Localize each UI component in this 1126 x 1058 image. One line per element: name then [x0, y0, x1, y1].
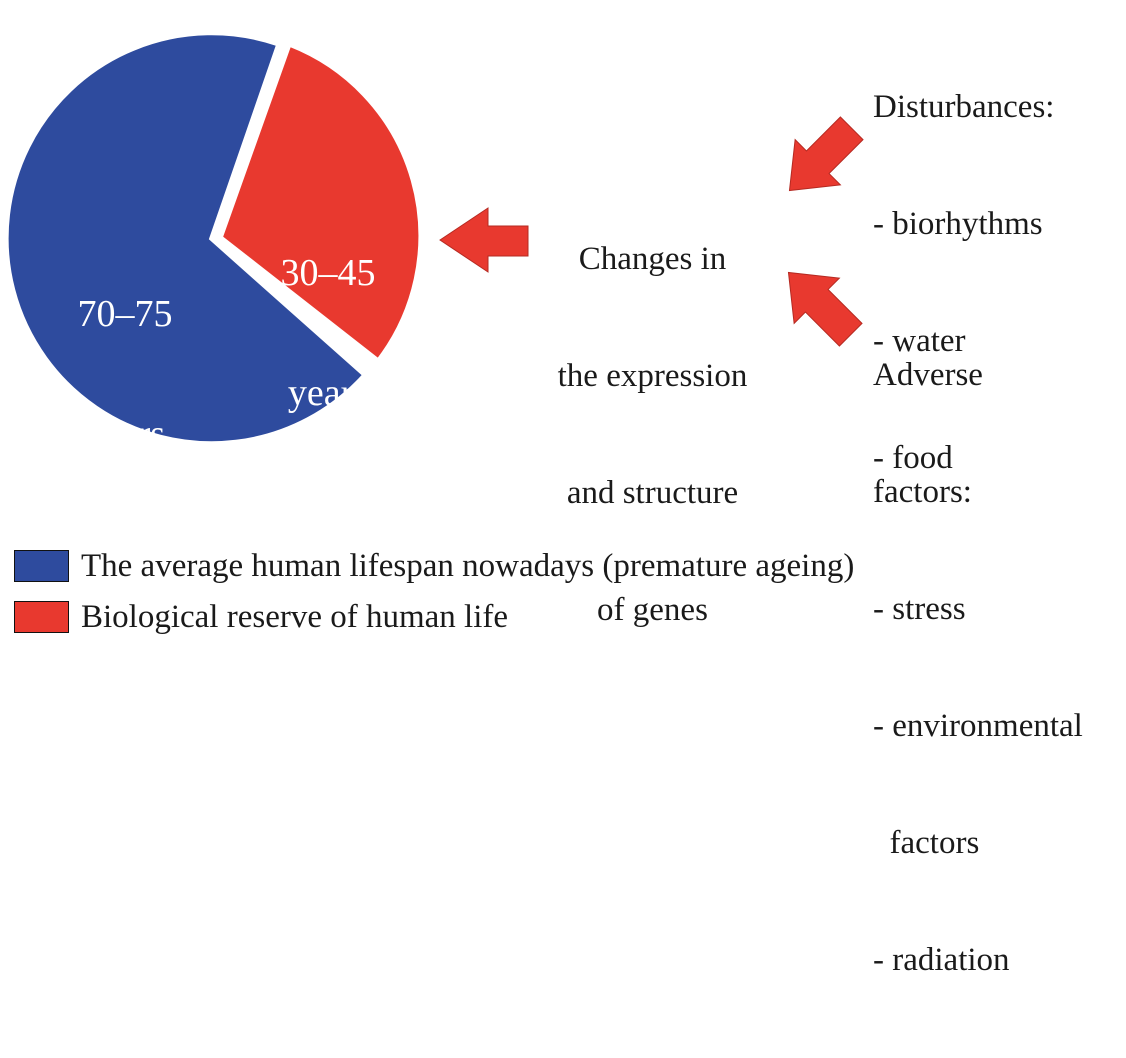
- pie-label-reserve-line2: years: [287, 372, 369, 414]
- legend-item-average: The average human lifespan nowadays (pre…: [14, 548, 854, 584]
- disturbances-block: Disturbances: - biorhythms - water - foo…: [873, 10, 1054, 556]
- adverse-item: factors: [873, 825, 980, 861]
- pie-label-reserve: 30–45 years: [258, 173, 398, 493]
- pie-label-reserve-line1: 30–45: [280, 252, 376, 294]
- disturbances-item: - water: [873, 323, 966, 359]
- gene-changes-text: Changes in the expression and structure …: [540, 162, 765, 708]
- adverse-item: - environmental: [873, 708, 1083, 744]
- adverse-item: - radiation: [873, 942, 1010, 978]
- gene-changes-line2: the expression: [557, 358, 748, 394]
- legend-label-reserve: Biological reserve of human life: [81, 599, 509, 635]
- pie-label-average: 70–75 years: [55, 214, 195, 534]
- diagram-graphics: [6, 33, 864, 444]
- gene-changes-line3: and structure: [566, 475, 739, 511]
- arrow-from-adverse-icon: [787, 271, 863, 347]
- adverse-item: - stress: [873, 591, 966, 627]
- adverse-title-line1: Adverse: [873, 357, 983, 393]
- gene-changes-line4: of genes: [597, 592, 708, 628]
- arrow-from-disturbances-icon: [788, 116, 864, 192]
- pie-slice-average-lifespan: [6, 33, 365, 444]
- lifespan-diagram: 70–75 years 30–45 years Changes in the e…: [6, 10, 1083, 978]
- disturbances-item: - food: [873, 440, 953, 476]
- legend-item-reserve: Biological reserve of human life: [14, 599, 508, 635]
- legend-swatch-red: [14, 601, 69, 633]
- disturbances-title: Disturbances:: [873, 89, 1055, 125]
- pie-slice-biological-reserve: [220, 44, 421, 361]
- arrow-to-pie-icon: [439, 207, 529, 273]
- pie-label-average-line1: 70–75: [77, 293, 173, 335]
- adverse-factors-block: Adverse factors: - stress - environmenta…: [873, 278, 1083, 1058]
- disturbances-item: - biorhythms: [873, 206, 1043, 242]
- adverse-title-line2: factors:: [873, 474, 972, 510]
- gene-changes-line1: Changes in: [578, 241, 727, 277]
- legend-swatch-blue: [14, 550, 69, 582]
- pie-label-average-line2: years: [84, 413, 166, 455]
- legend-label-average: The average human lifespan nowadays (pre…: [81, 548, 855, 584]
